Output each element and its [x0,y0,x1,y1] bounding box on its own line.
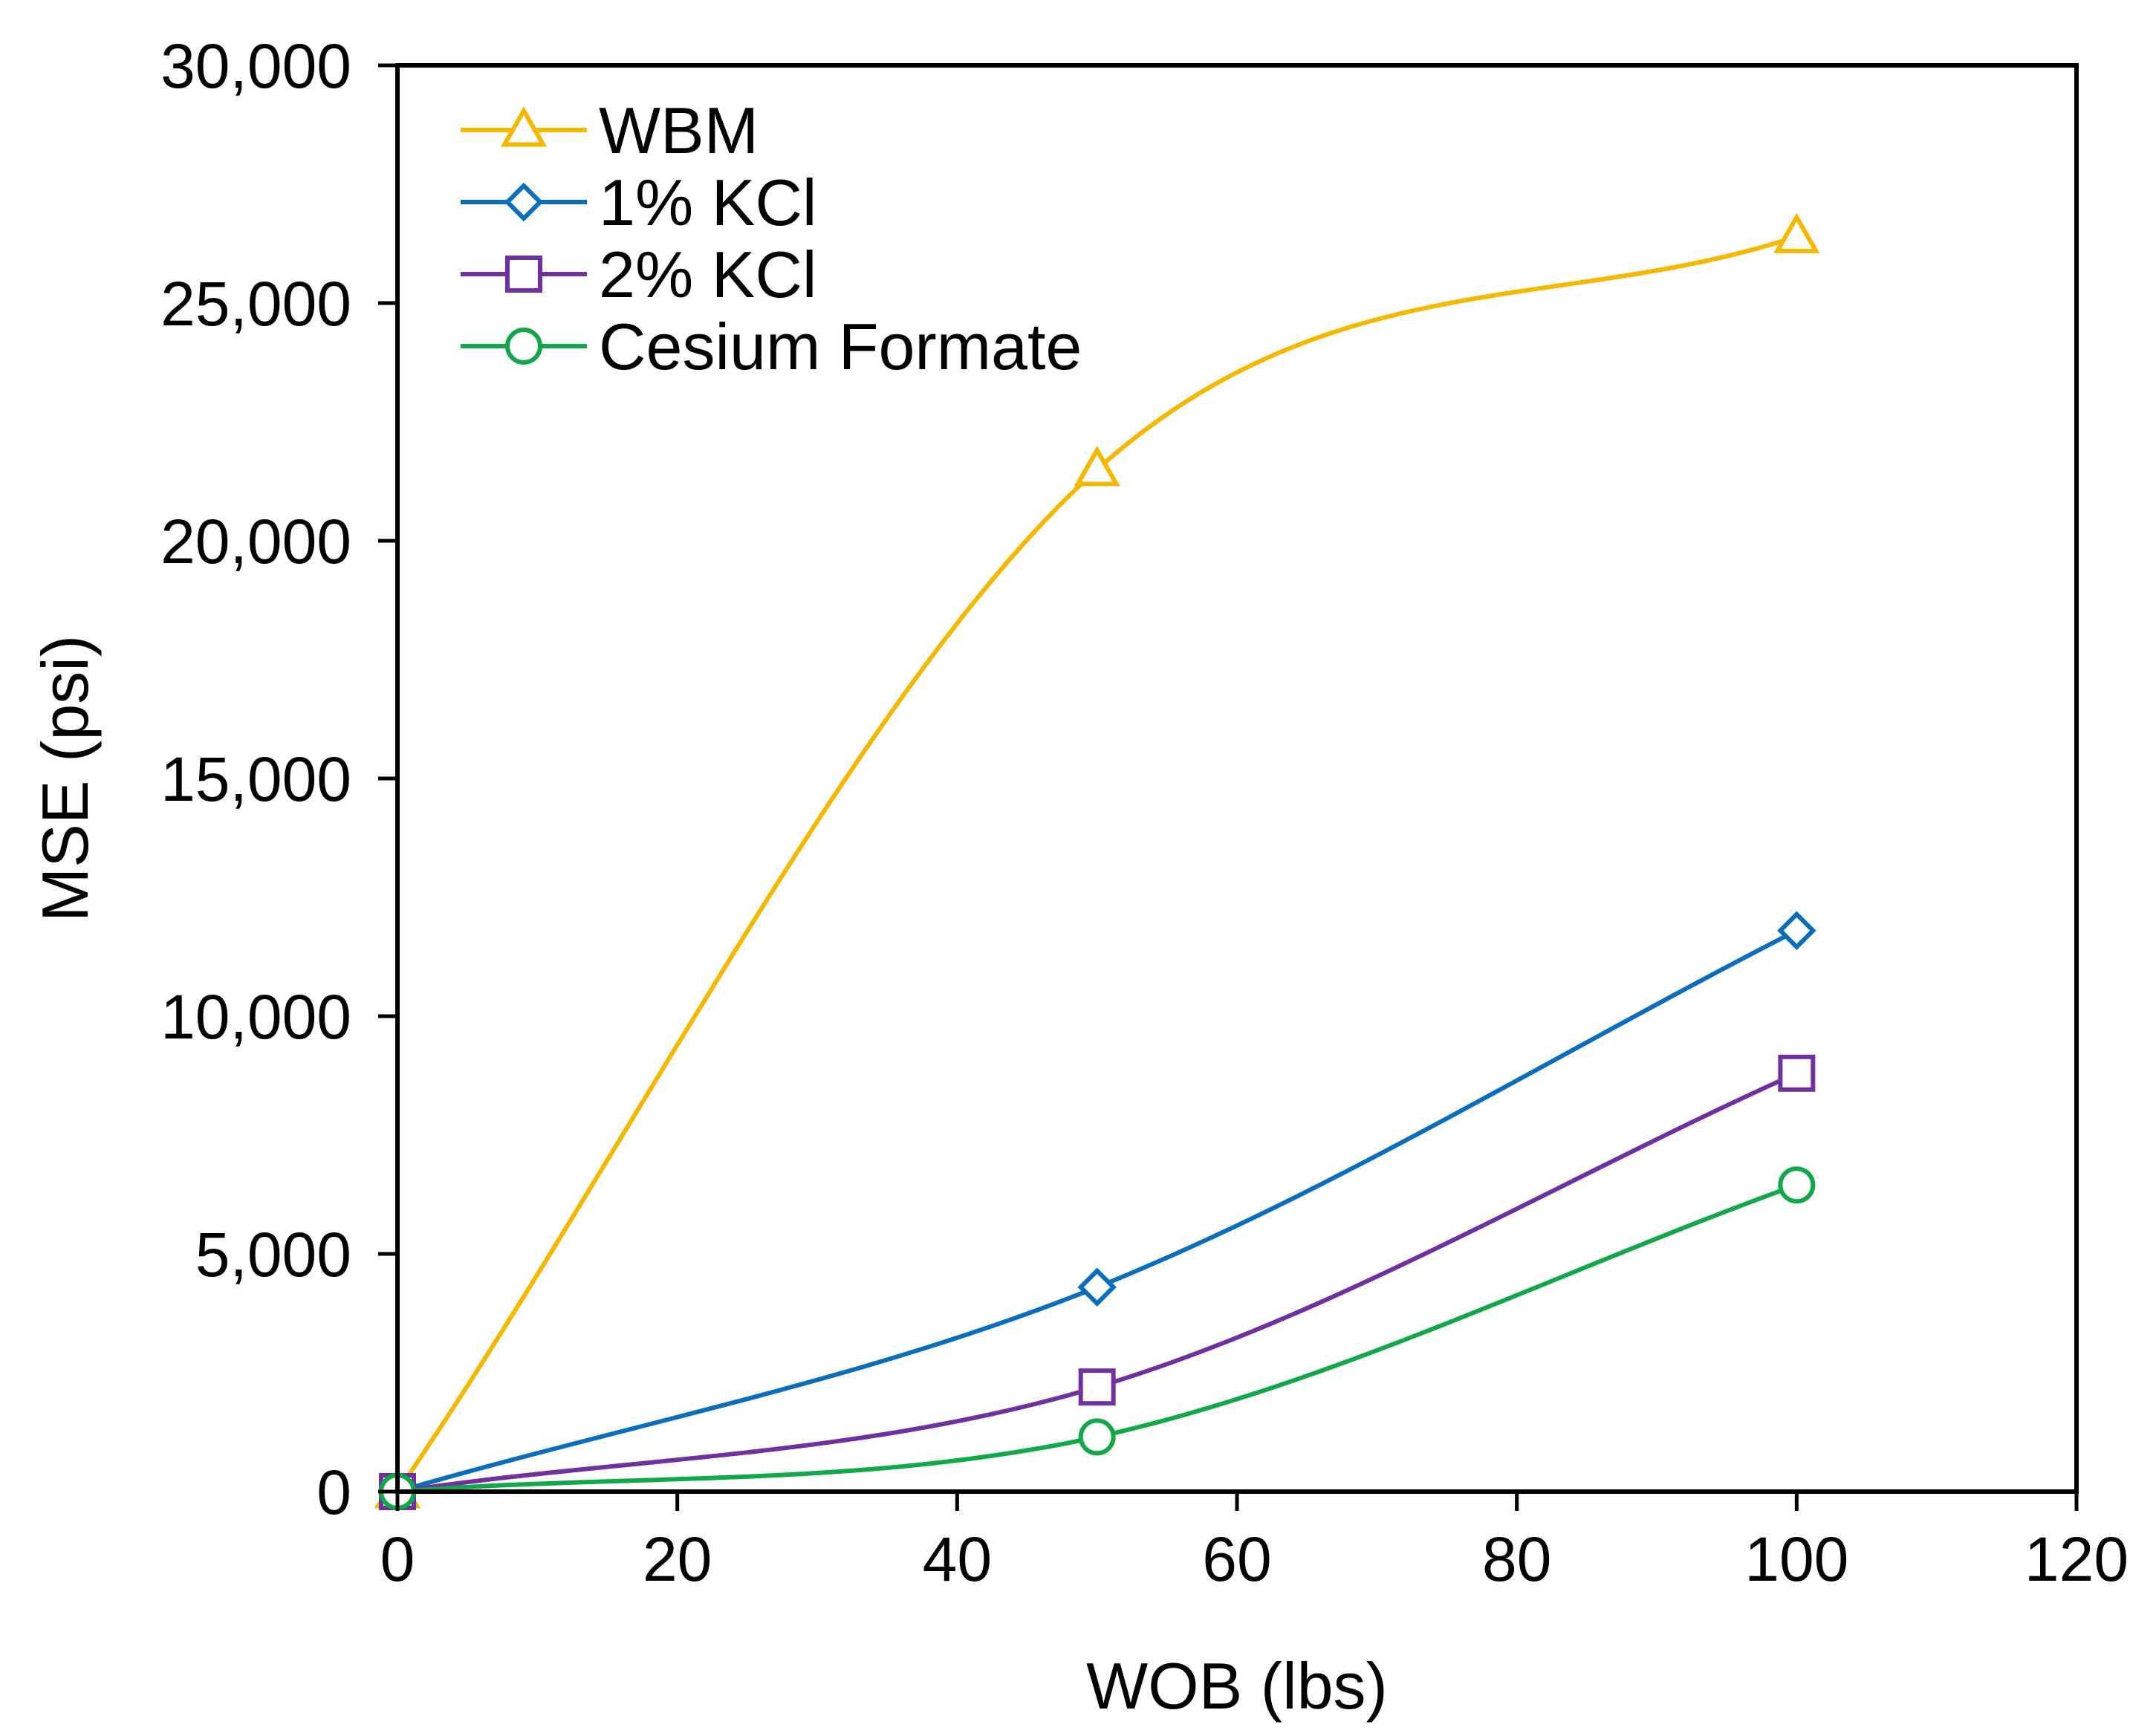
x-tick-label: 100 [1744,1524,1848,1594]
legend-entry-cesium-formate: Cesium Formate [461,310,1082,383]
y-tick-label: 20,000 [160,507,351,576]
point-2-kcl [1078,1368,1116,1406]
y-axis-title: MSE (psi) [28,635,102,922]
point-cesium-formate [1078,1418,1116,1456]
point-cesium-formate [1778,1166,1816,1204]
x-axis-title: WOB (lbs) [1086,1649,1388,1723]
legend-marker [504,182,544,222]
legend-entry-wbm: WBM [461,94,759,167]
y-tick-label: 25,000 [160,269,351,339]
legend-marker [500,105,548,147]
y-tick-label: 10,000 [160,982,351,1052]
x-tick-label: 120 [2025,1524,2129,1594]
y-tick-label: 30,000 [160,31,351,101]
series-line-1-kcl [397,929,1798,1494]
legend-entry-2-kcl: 2% KCl [461,238,816,311]
y-tick-label: 5,000 [195,1220,351,1290]
point-2-kcl [1778,1054,1816,1092]
legend-label: 1% KCl [599,166,816,239]
point-1-kcl [1077,1267,1117,1307]
legend-label: Cesium Formate [599,310,1082,383]
legend-marker [505,256,542,293]
series-line-wbm [395,234,1798,1493]
point-1-kcl [1777,911,1816,951]
legend-label: WBM [599,94,759,167]
x-tick-label: 0 [380,1524,415,1594]
x-tick-label: 40 [923,1524,992,1594]
axes-layer: 0 20 40 60 80 100 120 0 5,000 10,000 15,000 20,000 2… [160,31,2129,1594]
point-wbm [1773,212,1820,253]
y-tick-label: 0 [316,1457,351,1527]
legend-marker [505,328,542,365]
legend-label: 2% KCl [599,238,816,311]
point-wbm [1074,445,1120,487]
plot-layer [374,212,1820,1512]
x-tick-label: 80 [1482,1524,1551,1594]
x-tick-label: 20 [643,1524,712,1594]
y-tick-label: 15,000 [160,744,351,814]
x-tick-label: 60 [1202,1524,1271,1594]
legend-entry-1-kcl: 1% KCl [461,166,816,239]
